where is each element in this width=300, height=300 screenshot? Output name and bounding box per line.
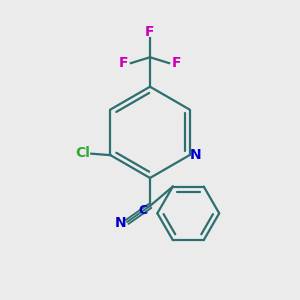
Text: F: F <box>172 56 181 70</box>
Text: C: C <box>139 204 148 217</box>
Text: Cl: Cl <box>75 146 90 161</box>
Text: F: F <box>145 25 155 39</box>
Text: F: F <box>119 56 128 70</box>
Text: N: N <box>115 217 126 230</box>
Text: N: N <box>190 148 202 162</box>
